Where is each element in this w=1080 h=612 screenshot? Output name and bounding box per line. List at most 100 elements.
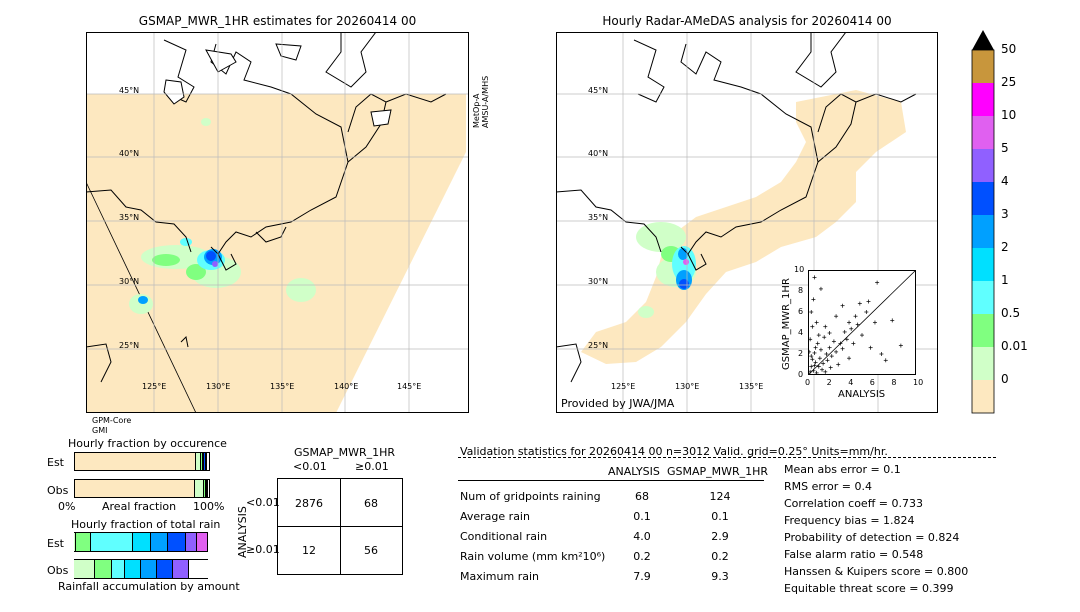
cell-01: 68: [364, 497, 378, 510]
stat-gsmap: 124: [709, 490, 731, 503]
colorbar-swatch: [972, 215, 994, 248]
occ-obs-bar: [74, 479, 210, 498]
scatter-point: [818, 286, 823, 291]
fraction-segment: [111, 560, 125, 578]
stat-analysis: 4.0: [633, 530, 651, 543]
occ-axis-right: 100%: [193, 500, 225, 513]
left-lon-label: 145°E: [397, 382, 422, 391]
scatter-point: [812, 275, 817, 280]
scatter-y-tick: 4: [798, 328, 804, 337]
colorbar-label: 50: [1001, 42, 1017, 56]
fraction-segment: [204, 453, 206, 470]
contingency-col-0: <0.01: [293, 460, 327, 473]
footer-label: GMI: [92, 426, 108, 435]
occ-axis-left: 0%: [58, 500, 76, 513]
total-title: Hourly fraction of total rain: [71, 518, 221, 531]
scatter-point: [868, 345, 873, 350]
score-line: Mean abs error = 0.1: [784, 463, 901, 476]
left-map-title: GSMAP_MWR_1HR estimates for 20260414 00: [138, 14, 417, 28]
score-line: Correlation coeff = 0.733: [784, 497, 923, 510]
scatter-point: [853, 314, 858, 319]
colorbar-swatch: [972, 149, 994, 182]
scatter-point: [827, 345, 832, 350]
left-coastlines: [86, 32, 447, 383]
scatter-plot: [808, 270, 916, 375]
left-swath: [86, 94, 466, 413]
right-lon-label: 125°E: [611, 382, 636, 391]
scatter-point: [840, 346, 845, 351]
contingency-table: 2876 68 12 56: [277, 478, 403, 575]
left-lat-label: 35°N: [119, 213, 140, 222]
left-lat-label: 45°N: [119, 86, 140, 95]
scatter-point: [825, 358, 830, 363]
stat-label: Average rain: [460, 510, 530, 523]
credit-text: Provided by JWA/JMA: [561, 397, 675, 410]
occ-row-obs: Obs: [47, 484, 69, 497]
fraction-segment: [151, 533, 169, 551]
scatter-point: [847, 356, 852, 361]
occ-row-est: Est: [47, 456, 64, 469]
scatter-point: [823, 369, 828, 374]
colorbar-swatch: [972, 182, 994, 215]
contingency-col-1: ≥0.01: [355, 460, 389, 473]
total-est-bar: [74, 532, 209, 552]
scatter-point: [879, 352, 884, 356]
colorbar-swatch: [972, 83, 994, 116]
right-lat-label: 45°N: [588, 86, 609, 95]
scatter-point: [816, 333, 821, 338]
colorbar-swatch: [972, 380, 994, 413]
fraction-segment: [196, 453, 201, 470]
scatter-x-tick: 0: [805, 378, 811, 387]
scatter-point: [890, 318, 895, 323]
left-lat-label: 40°N: [119, 149, 140, 158]
scatter-point: [855, 322, 860, 327]
colorbar-label: 3: [1001, 207, 1009, 221]
scatter-point: [847, 320, 852, 325]
colorbar-label: 5: [1001, 141, 1009, 155]
contingency-title: GSMAP_MWR_1HR: [294, 446, 396, 459]
stat-gsmap: 0.2: [711, 550, 729, 563]
colorbar-swatch: [972, 281, 994, 314]
fraction-segment: [75, 480, 195, 497]
scatter-point: [812, 363, 817, 368]
score-line: Probability of detection = 0.824: [784, 531, 960, 544]
fraction-segment: [194, 480, 205, 497]
scatter-point: [823, 324, 828, 329]
scatter-point: [818, 347, 823, 352]
scatter-point: [872, 320, 877, 325]
scatter-point: [810, 357, 815, 362]
validation-rule: [458, 480, 764, 481]
occurrence-title: Hourly fraction by occurence: [68, 437, 227, 450]
total-obs-bar: [74, 559, 208, 579]
scatter-point: [831, 339, 836, 344]
scatter-y-tick: 2: [798, 349, 804, 358]
scatter-point: [827, 331, 832, 335]
scatter-x-tick: 6: [869, 378, 875, 387]
right-lat-label: 25°N: [588, 341, 609, 350]
scatter-point: [875, 280, 880, 285]
validation-divider: [458, 457, 996, 458]
fraction-segment: [95, 560, 112, 578]
right-lat-label: 40°N: [588, 149, 609, 158]
fraction-segment: [185, 533, 197, 551]
left-lat-label: 30°N: [119, 277, 140, 286]
scatter-point: [817, 356, 822, 361]
fraction-segment: [205, 480, 208, 497]
fraction-segment: [196, 533, 209, 551]
scatter-point: [840, 303, 845, 308]
fraction-segment: [202, 453, 205, 470]
scatter-point: [822, 335, 827, 340]
stat-label: Conditional rain: [460, 530, 548, 543]
scatter-point: [828, 365, 833, 370]
scatter-x-tick: 8: [891, 378, 897, 387]
scatter-point: [811, 297, 816, 302]
scatter-point: [898, 343, 903, 348]
fraction-segment: [90, 533, 133, 551]
colorbar-label: 4: [1001, 174, 1009, 188]
scatter-y-tick: 0: [798, 370, 804, 379]
fraction-segment: [173, 560, 190, 578]
stat-gsmap: 2.9: [711, 530, 729, 543]
left-lon-label: 130°E: [206, 382, 231, 391]
scatter-point: [808, 349, 812, 354]
scatter-x-tick: 4: [848, 378, 854, 387]
